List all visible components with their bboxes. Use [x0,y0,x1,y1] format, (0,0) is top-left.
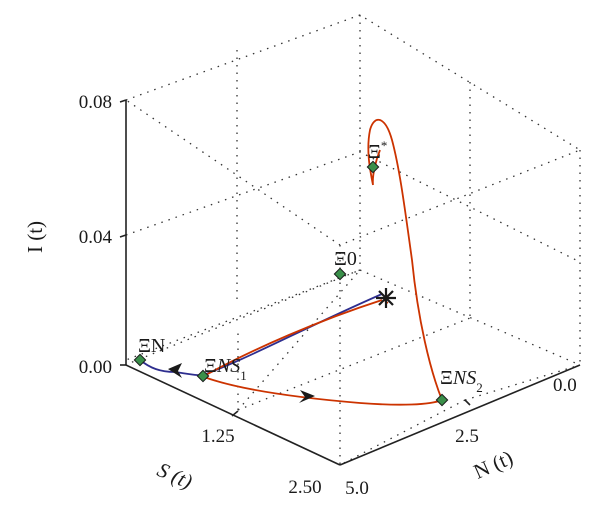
marker-E-NS1 [196,369,210,383]
label-E-0: Ξ0 [334,248,357,270]
i-tick-mid [119,234,127,238]
s-axis-label: S (t) [154,457,196,493]
trajectory-series-2-branch-1 [203,299,383,377]
s-tick-label-1: 2.50 [288,477,321,498]
star-stroke-4 [378,290,394,306]
n-axis-line [339,364,581,466]
tick-labels: 0.08 0.04 0.00 1.25 2.50 0.0 2.5 5.0 [79,92,577,499]
floor-n-grid [339,364,581,466]
top-face-grid [124,14,582,246]
arrow-red [299,390,315,403]
label-E-star: Ξ* [368,138,387,163]
trajectory-series-2-branch-2 [203,119,444,406]
i-tick-label-0: 0.08 [79,92,112,113]
n-tick-label-1: 2.5 [455,426,479,447]
marker-E-0 [333,267,347,281]
axes [119,99,581,466]
equilibrium-labels: ΞN ΞNS1 ΞNS2 Ξ0 Ξ* [138,138,483,395]
trajectory-series-1 [139,292,389,377]
trajectories [139,119,444,406]
floor-s-grid [237,317,471,411]
marker-E-NS2 [435,393,449,407]
label-E-N: ΞN [138,335,165,357]
i-axis-label: I (t) [23,221,47,253]
wall-mid-grid [236,50,471,318]
direction-arrows [168,363,315,403]
attractor-marks [376,288,396,308]
marker-E-star [366,160,380,174]
floor-back-right-grid [359,269,581,366]
arrow-blue [168,363,182,378]
label-E-NS2: ΞNS2 [440,367,483,395]
floor-diagonal-grid [124,269,361,411]
back-vertical-grid [359,15,581,365]
s-tick-mid [231,410,239,417]
equilibrium-markers [133,160,449,407]
label-E-NS1: ΞNS1 [204,355,247,383]
i-tick-label-2: 0.00 [79,357,112,378]
i-tick-top [119,99,127,103]
n-tick-label-0: 0.0 [553,375,577,396]
i-tick-label-1: 0.04 [79,227,113,248]
marker-E-N [133,353,147,367]
grid-lines [124,14,582,466]
n-tick-label-2: 5.0 [345,478,369,499]
s-tick-label-0: 1.25 [201,426,234,447]
n-tick-mid [464,399,471,406]
n-axis-label: N (t) [470,445,517,483]
mid-level-grid [125,151,581,263]
